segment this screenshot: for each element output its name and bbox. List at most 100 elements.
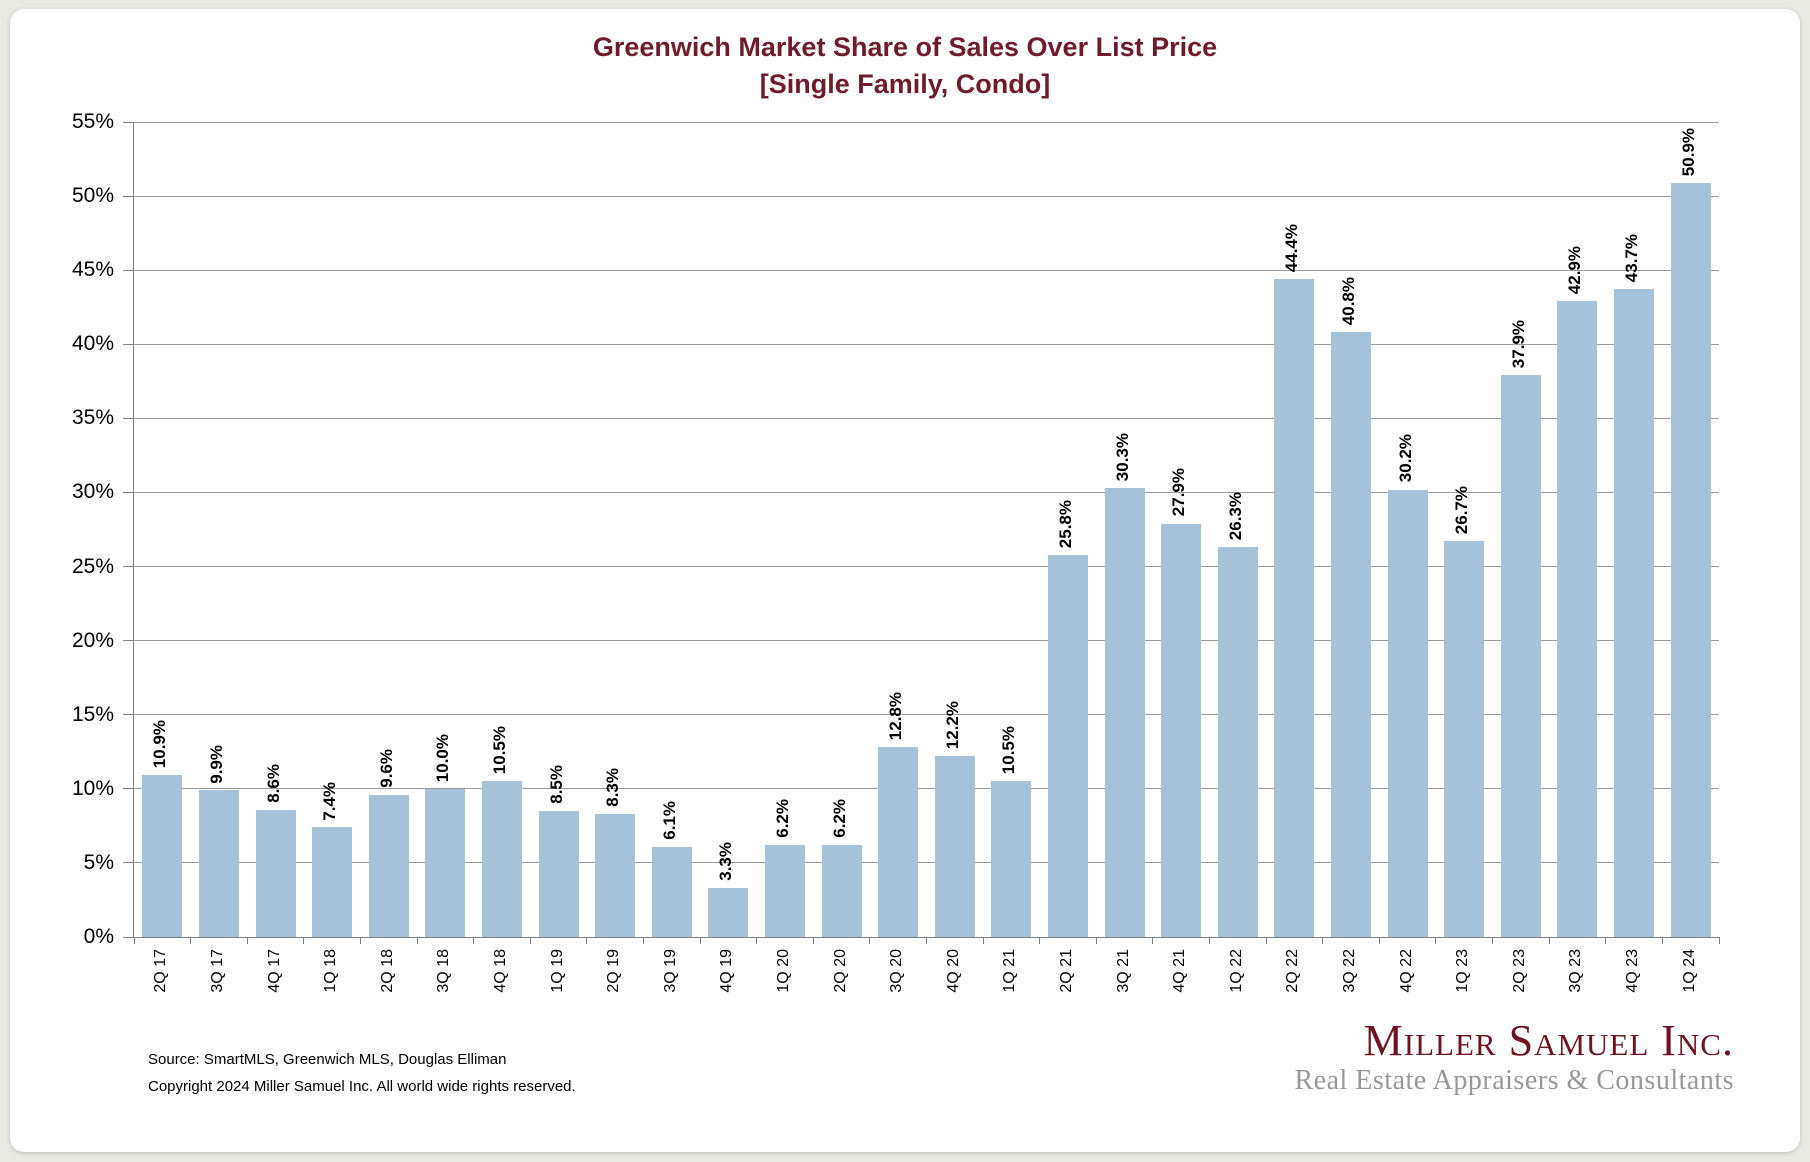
- x-axis-tick: [246, 937, 248, 944]
- bar: [1048, 554, 1089, 937]
- y-axis-tick: [123, 788, 133, 790]
- bar: [1444, 541, 1485, 937]
- bar-value-label: 10.5%: [489, 726, 509, 775]
- x-axis-tick: [1605, 937, 1607, 944]
- bar: [651, 846, 692, 937]
- x-axis-label: 2Q 23: [1510, 949, 1528, 993]
- y-axis-tick: [123, 936, 133, 938]
- bar: [1500, 375, 1541, 937]
- gridline: [134, 640, 1719, 642]
- bar: [255, 809, 296, 937]
- x-axis-label: 4Q 21: [1171, 949, 1189, 993]
- bar: [991, 781, 1032, 937]
- x-axis-tick: [699, 937, 701, 944]
- x-axis-label: 3Q 21: [1114, 949, 1132, 993]
- bar: [1614, 289, 1655, 937]
- y-axis-label: 40%: [71, 332, 114, 356]
- y-axis-label: 5%: [83, 850, 114, 874]
- x-axis-label: 1Q 19: [548, 949, 566, 993]
- bar-value-label: 10.0%: [433, 733, 453, 782]
- bar-value-label: 40.8%: [1339, 277, 1359, 326]
- y-axis-label: 30%: [71, 480, 114, 504]
- x-axis-tick: [812, 937, 814, 944]
- x-axis-label: 4Q 17: [265, 949, 283, 993]
- x-axis-tick: [1322, 937, 1324, 944]
- bar-value-label: 6.2%: [829, 799, 849, 839]
- x-axis-tick: [1492, 937, 1494, 944]
- x-axis-tick: [926, 937, 927, 944]
- y-axis-label: 20%: [71, 628, 114, 652]
- y-axis-tick: [123, 269, 133, 271]
- gridline: [134, 269, 1719, 271]
- x-axis-label: 3Q 19: [661, 949, 679, 993]
- logo-tagline: Real Estate Appraisers & Consultants: [1294, 1065, 1734, 1096]
- bar: [934, 756, 975, 937]
- chart-title: Greenwich Market Share of Sales Over Lis…: [10, 29, 1800, 103]
- x-axis-tick: [1661, 937, 1663, 944]
- y-axis-label: 45%: [71, 258, 114, 282]
- x-axis-label: 1Q 20: [774, 949, 792, 993]
- x-axis-tick: [529, 937, 531, 944]
- x-axis-label: 3Q 23: [1567, 949, 1585, 993]
- x-axis-label: 3Q 22: [1341, 949, 1359, 993]
- x-axis-label: 1Q 22: [1227, 949, 1245, 993]
- bar-value-label: 8.3%: [603, 768, 623, 808]
- x-axis-tick: [869, 937, 871, 944]
- y-axis-tick: [123, 862, 133, 864]
- bar-value-label: 30.3%: [1112, 432, 1132, 482]
- y-axis-label: 35%: [71, 406, 114, 430]
- x-axis-label: 1Q 18: [322, 949, 340, 993]
- x-axis-label: 4Q 22: [1397, 949, 1415, 993]
- x-axis-label: 4Q 18: [491, 949, 509, 993]
- bar-value-label: 43.7%: [1622, 234, 1642, 283]
- bar: [142, 775, 183, 937]
- gridline: [134, 417, 1719, 419]
- gridline: [134, 788, 1719, 790]
- x-axis-label: 1Q 23: [1454, 949, 1472, 993]
- bar-value-label: 7.4%: [320, 781, 340, 821]
- gridline: [134, 491, 1719, 493]
- x-axis-tick: [1152, 937, 1154, 944]
- chart-card: Greenwich Market Share of Sales Over Lis…: [10, 9, 1800, 1152]
- x-axis-label: 2Q 22: [1284, 949, 1302, 993]
- bar-value-label: 50.9%: [1678, 127, 1698, 176]
- bar: [425, 788, 466, 937]
- x-axis-tick: [1265, 937, 1267, 944]
- bar: [595, 814, 636, 937]
- gridline: [134, 566, 1719, 568]
- x-axis-tick: [1039, 937, 1041, 944]
- chart-title-line1: Greenwich Market Share of Sales Over Lis…: [592, 32, 1218, 62]
- bar: [821, 845, 862, 937]
- x-axis-tick: [982, 937, 984, 944]
- chart-title-line2: [Single Family, Condo]: [759, 69, 1051, 99]
- bar: [312, 827, 353, 937]
- bar-value-label: 3.3%: [716, 842, 736, 882]
- y-axis-label: 55%: [71, 110, 114, 133]
- gridline: [134, 714, 1719, 716]
- x-axis-tick: [586, 937, 588, 944]
- gridline: [134, 862, 1719, 864]
- bar-value-label: 8.5%: [546, 765, 566, 805]
- x-axis-label: 2Q 18: [378, 949, 396, 993]
- x-axis-label: 2Q 17: [152, 949, 170, 993]
- y-axis-tick: [123, 343, 133, 345]
- x-axis-label: 3Q 20: [888, 949, 906, 993]
- x-axis-label: 2Q 20: [831, 949, 849, 993]
- x-axis-label: 4Q 23: [1624, 949, 1642, 993]
- y-axis-tick: [123, 640, 133, 642]
- y-axis-tick: [123, 491, 133, 493]
- bar: [1557, 301, 1598, 937]
- bar: [368, 794, 409, 937]
- bar: [1331, 332, 1372, 937]
- bar-value-label: 37.9%: [1508, 320, 1528, 369]
- x-axis-tick: [1548, 937, 1550, 944]
- x-axis-tick: [1095, 937, 1097, 944]
- gridline: [134, 343, 1719, 345]
- x-axis-tick: [756, 937, 758, 944]
- bar-value-label: 8.6%: [263, 763, 283, 803]
- bar: [1161, 523, 1202, 937]
- bar: [1104, 488, 1145, 937]
- bar: [1387, 489, 1428, 937]
- x-axis-tick: [133, 937, 135, 944]
- bar-value-label: 44.4%: [1282, 223, 1302, 273]
